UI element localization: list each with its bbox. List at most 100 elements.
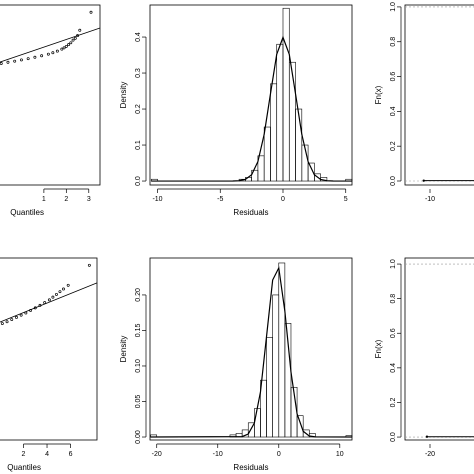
x-tick-label: 5 <box>344 196 348 203</box>
point <box>54 292 58 296</box>
bar <box>254 408 261 438</box>
x-tick-label: 10 <box>336 451 344 458</box>
bar <box>284 323 292 438</box>
plot-frame <box>404 4 474 186</box>
x-tick-label: -10 <box>425 196 435 203</box>
plot-frame <box>404 257 474 441</box>
qq-line <box>0 27 101 63</box>
y-tick-label: 0.0 <box>390 176 397 186</box>
point <box>0 322 4 325</box>
point <box>58 290 62 294</box>
y-tick-label: 0.2 <box>135 104 142 114</box>
point <box>19 58 23 62</box>
plot-frame <box>149 4 353 186</box>
point <box>47 298 51 302</box>
x-tick-label: 2 <box>64 196 68 203</box>
y-tick-label: 0.3 <box>135 68 142 78</box>
y-tick-label: 0.4 <box>135 32 142 42</box>
y-tick-label: 0.2 <box>390 397 397 407</box>
point <box>67 43 71 47</box>
bar <box>307 162 315 182</box>
point <box>60 47 64 51</box>
y-tick-label: 0.8 <box>390 37 397 47</box>
bar <box>295 108 303 182</box>
point <box>29 308 33 312</box>
qq-line <box>0 282 98 323</box>
point <box>24 311 28 315</box>
point <box>33 306 37 310</box>
plot-frame <box>149 257 353 441</box>
x-axis-label: Residuals <box>233 463 268 472</box>
bar <box>296 415 304 438</box>
density-curve <box>151 35 353 182</box>
y-tick-label: 0.6 <box>390 328 397 338</box>
x-tick-label: 2 <box>22 451 26 458</box>
y-axis-label: Density <box>119 82 128 109</box>
bar <box>276 43 284 182</box>
ecdf-point <box>422 179 425 182</box>
x-tick-label: 6 <box>69 451 73 458</box>
point <box>89 10 93 14</box>
point <box>87 263 91 267</box>
ecdf-point <box>425 435 429 438</box>
y-tick-label: 0.6 <box>390 72 397 82</box>
point <box>13 59 17 63</box>
point <box>55 49 59 53</box>
y-tick-label: 0.15 <box>135 324 142 338</box>
bar <box>266 337 273 438</box>
point <box>6 60 10 64</box>
point <box>15 315 18 319</box>
y-tick-label: 0.1 <box>135 140 142 150</box>
x-axis-label: Quantiles <box>10 208 44 217</box>
point <box>76 34 80 38</box>
x-tick-label: 0 <box>277 451 281 458</box>
point <box>73 36 77 40</box>
y-tick-label: 0.20 <box>135 288 142 302</box>
x-tick-label: -5 <box>217 196 223 203</box>
x-tick-label: 4 <box>45 451 49 458</box>
x-tick-label: 0 <box>281 196 285 203</box>
x-tick-label: 1 <box>42 196 46 203</box>
y-tick-label: 1.0 <box>390 2 397 12</box>
point <box>26 57 30 61</box>
bar <box>270 83 278 182</box>
plot-frame <box>0 4 101 186</box>
y-axis-label: Density <box>119 336 128 363</box>
point <box>46 52 50 56</box>
y-tick-label: 0.4 <box>390 363 397 373</box>
point <box>38 303 42 307</box>
y-tick-label: 0.05 <box>135 395 142 409</box>
point <box>71 38 75 42</box>
bar <box>288 61 296 182</box>
x-axis-label: Quantiles <box>7 463 41 472</box>
x-tick-label: -20 <box>425 451 435 458</box>
y-tick-label: 0.8 <box>390 294 397 304</box>
x-tick-label: -20 <box>152 451 162 458</box>
point <box>43 301 47 305</box>
y-tick-label: 0.0 <box>390 432 397 442</box>
x-axis-label: Residuals <box>233 208 268 217</box>
density-curve <box>150 265 353 438</box>
point <box>62 287 65 291</box>
x-tick-label: -10 <box>152 196 162 203</box>
point <box>19 313 23 317</box>
y-tick-label: 1.0 <box>390 259 397 269</box>
y-tick-label: 0.4 <box>390 106 397 116</box>
point <box>62 46 66 50</box>
y-axis-label: Fn(x) <box>374 339 383 358</box>
point <box>10 318 14 321</box>
point <box>69 41 73 45</box>
point <box>66 283 70 287</box>
y-tick-label: 0.10 <box>135 359 142 373</box>
point <box>40 54 44 58</box>
plot-frame <box>0 257 98 441</box>
y-tick-label: 0.00 <box>135 430 142 444</box>
point <box>0 62 3 65</box>
point <box>5 320 9 324</box>
y-tick-label: 0.0 <box>135 176 142 186</box>
point <box>51 51 55 55</box>
point <box>51 295 55 299</box>
bar <box>272 294 280 438</box>
y-axis-label: Fn(x) <box>374 85 383 104</box>
